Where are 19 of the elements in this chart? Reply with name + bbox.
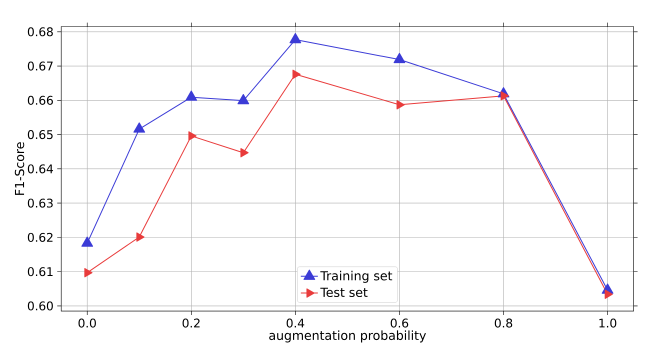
- legend-label: Test set: [320, 288, 368, 297]
- y-tick-label: 0.67: [28, 62, 53, 71]
- y-tick-label: 0.63: [28, 198, 53, 208]
- x-tick-label: 0.6: [390, 318, 408, 328]
- x-tick-label: 0.0: [78, 318, 96, 328]
- x-axis-title: augmentation probability: [269, 330, 426, 342]
- y-tick-label: 0.62: [28, 232, 52, 242]
- x-tick-label: 0.8: [494, 318, 512, 328]
- y-tick-label: 0.65: [28, 130, 53, 140]
- y-axis-title: F1-Score: [14, 142, 24, 195]
- x-tick-label: 1.0: [599, 318, 616, 328]
- legend-label: Training set: [320, 270, 392, 283]
- x-tick-label: 0.2: [182, 318, 200, 328]
- y-tick-label: 0.64: [28, 164, 54, 174]
- x-tick-label: 0.4: [286, 318, 304, 328]
- y-tick-label: 0.66: [28, 96, 53, 105]
- y-tick-label: 0.61: [28, 267, 53, 276]
- y-tick-label: 0.68: [28, 27, 53, 36]
- y-tick-label: 0.60: [28, 301, 53, 310]
